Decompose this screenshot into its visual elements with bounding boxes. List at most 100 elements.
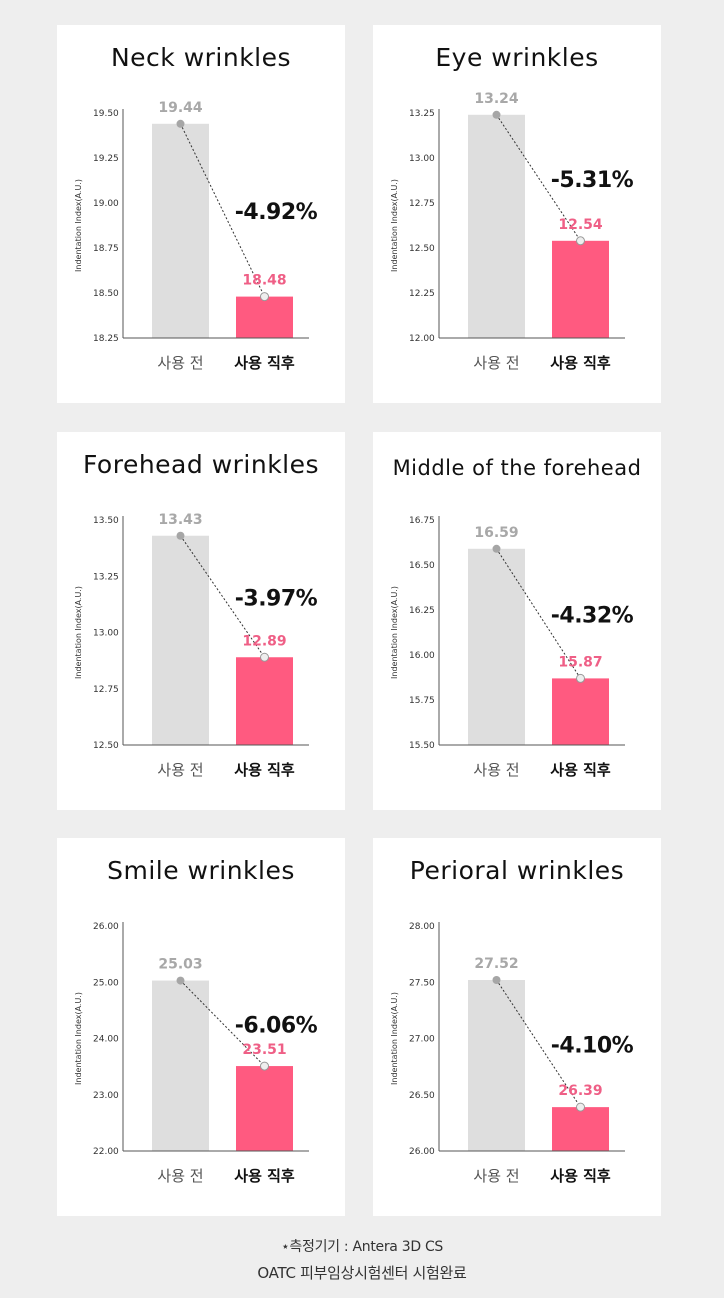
before-value-label: 25.03	[158, 957, 202, 973]
category-label-before: 사용 전	[473, 761, 519, 779]
bar-chart-middle-forehead: Indentation Index(A.U.) 15.50 15.75 16.00 16…	[390, 516, 634, 779]
before-value-label: 13.24	[474, 91, 519, 107]
y-tick-label: 19.25	[93, 154, 119, 164]
y-axis-label: Indentation Index(A.U.)	[74, 992, 83, 1085]
y-tick-label: 23.00	[93, 1091, 119, 1101]
after-value-label: 15.87	[558, 654, 602, 670]
after-bar	[552, 678, 609, 745]
trend-line	[496, 114, 581, 242]
after-bar	[552, 1107, 609, 1151]
category-label-before: 사용 전	[473, 354, 519, 372]
after-point	[260, 652, 269, 662]
before-point	[492, 110, 501, 119]
category-label-after: 사용 직후	[234, 761, 295, 779]
category-label-after: 사용 직후	[550, 761, 611, 779]
before-bar	[468, 980, 525, 1151]
category-label-after: 사용 직후	[550, 354, 611, 372]
before-bar	[152, 980, 209, 1151]
y-tick-label: 26.00	[93, 922, 119, 932]
after-point	[576, 673, 585, 683]
trend-line	[180, 123, 265, 297]
before-point	[492, 544, 501, 553]
y-tick-label: 12.50	[93, 741, 119, 751]
y-axis-label: Indentation Index(A.U.)	[390, 586, 399, 679]
before-value-label: 19.44	[158, 100, 203, 116]
after-value-label: 26.39	[558, 1083, 602, 1099]
after-point	[260, 292, 269, 302]
category-label-after: 사용 직후	[234, 354, 295, 372]
bar-chart-smile: Indentation Index(A.U.) 22.00 23.00 24.00 25…	[74, 922, 318, 1185]
before-value-label: 27.52	[474, 956, 518, 972]
y-axis-label: Indentation Index(A.U.)	[390, 179, 399, 272]
y-tick-label: 27.50	[409, 978, 435, 988]
after-point	[576, 236, 585, 246]
bar-chart-perioral: Indentation Index(A.U.) 26.00 26.50 27.00 27…	[390, 922, 634, 1185]
chart-panel-perioral: Perioral wrinkles Indentation Index(A.U.…	[373, 838, 661, 1216]
y-tick-label: 16.75	[409, 516, 435, 526]
category-label-after: 사용 직후	[550, 1167, 611, 1185]
before-point	[176, 976, 185, 985]
after-bar	[236, 296, 293, 338]
after-bar	[236, 1066, 293, 1151]
percent-change-label: -4.32%	[551, 604, 634, 629]
chart-panel-forehead: Forehead wrinkles Indentation Index(A.U.…	[57, 432, 345, 810]
chart-panel-eye: Eye wrinkles Indentation Index(A.U.) 12.0…	[373, 25, 661, 403]
percent-change-label: -6.06%	[235, 1013, 318, 1038]
after-value-label: 12.89	[242, 633, 286, 649]
bar-chart-neck: Indentation Index(A.U.) 18.25 18.50 18.75 19…	[74, 100, 318, 372]
category-label-before: 사용 전	[473, 1167, 519, 1185]
before-bar	[468, 114, 525, 338]
after-value-label: 18.48	[242, 273, 286, 289]
chart-title: Forehead wrinkles	[82, 450, 320, 479]
trend-line	[180, 535, 265, 658]
category-label-before: 사용 전	[157, 761, 203, 779]
after-bar	[552, 240, 609, 338]
y-tick-label: 24.00	[93, 1035, 119, 1045]
bar-chart-eye: Indentation Index(A.U.) 12.00 12.25 12.50 12…	[390, 91, 634, 372]
chart-title: Eye wrinkles	[435, 43, 599, 72]
y-tick-label: 12.75	[409, 199, 435, 209]
percent-change-label: -5.31%	[551, 168, 634, 193]
after-bar	[236, 657, 293, 745]
y-tick-label: 16.25	[409, 606, 435, 616]
trend-line	[496, 979, 581, 1108]
category-label-after: 사용 직후	[234, 1167, 295, 1185]
category-label-before: 사용 전	[157, 354, 203, 372]
footer-note: ⋆측정기기 : Antera 3D CS OATC 피부임상시험센터 시험완료	[0, 1236, 724, 1283]
after-value-label: 12.54	[558, 217, 603, 233]
trend-line	[496, 548, 581, 679]
category-label-before: 사용 전	[157, 1167, 203, 1185]
before-point	[176, 531, 185, 540]
y-tick-label: 12.50	[409, 244, 435, 254]
y-tick-label: 15.50	[409, 741, 435, 751]
before-bar	[468, 548, 525, 745]
before-point	[492, 976, 501, 984]
y-tick-label: 16.00	[409, 651, 435, 661]
measurement-device-note: ⋆측정기기 : Antera 3D CS	[280, 1239, 444, 1255]
y-tick-label: 15.75	[409, 696, 435, 706]
after-point	[260, 1061, 269, 1071]
before-point	[176, 119, 185, 128]
y-axis-label: Indentation Index(A.U.)	[74, 179, 83, 272]
y-tick-label: 27.00	[409, 1035, 435, 1045]
y-tick-label: 26.00	[409, 1147, 435, 1157]
y-tick-label: 18.75	[93, 244, 119, 254]
y-tick-label: 12.75	[93, 685, 119, 695]
chart-title: Neck wrinkles	[110, 43, 292, 72]
y-tick-label: 13.25	[409, 109, 435, 119]
chart-title: Perioral wrinkles	[409, 856, 625, 885]
after-point	[576, 1102, 585, 1112]
y-axis-label: Indentation Index(A.U.)	[74, 586, 83, 679]
before-value-label: 16.59	[474, 525, 518, 541]
chart-title: Middle of the forehead	[392, 456, 642, 480]
y-tick-label: 12.25	[409, 289, 435, 299]
y-tick-label: 12.00	[409, 334, 435, 344]
y-axis-label: Indentation Index(A.U.)	[390, 992, 399, 1085]
chart-panel-neck: Neck wrinkles Indentation Index(A.U.) 18.…	[57, 25, 345, 403]
y-tick-label: 22.00	[93, 1147, 119, 1157]
percent-change-label: -3.97%	[235, 587, 318, 612]
chart-panel-smile: Smile wrinkles Indentation Index(A.U.) 22…	[57, 838, 345, 1216]
y-tick-label: 25.00	[93, 978, 119, 988]
y-tick-label: 26.50	[409, 1091, 435, 1101]
y-tick-label: 19.00	[93, 199, 119, 209]
